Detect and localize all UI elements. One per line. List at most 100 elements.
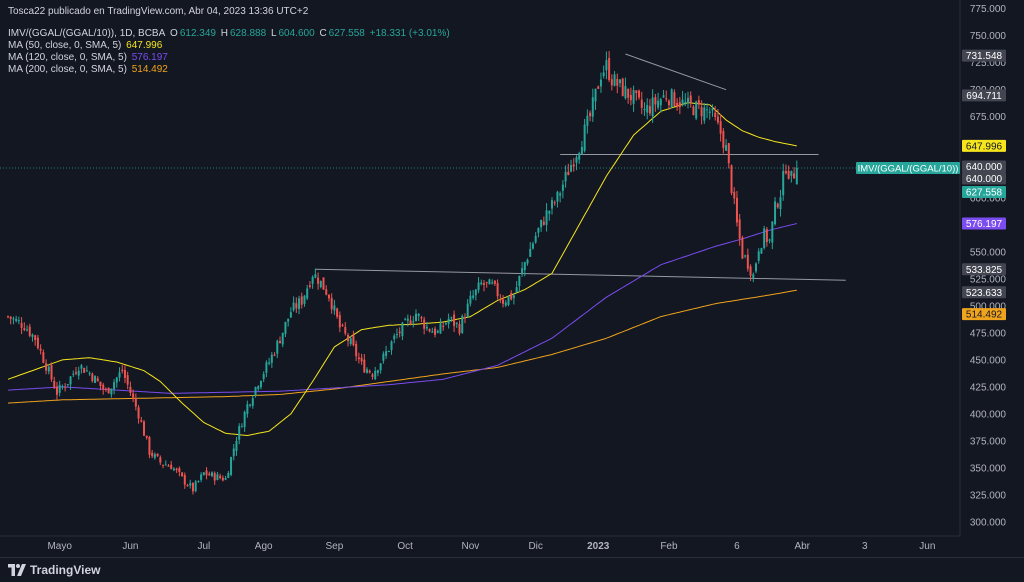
candle [716, 108, 719, 125]
candle [336, 307, 339, 319]
candle-body [564, 171, 567, 182]
candle [561, 180, 564, 199]
candle [172, 467, 175, 472]
candle-body [542, 221, 545, 225]
candle-body [55, 386, 58, 395]
candle [755, 262, 757, 274]
candle-body [140, 420, 143, 422]
candle-body [83, 367, 86, 373]
candle-body [251, 398, 254, 406]
price-label-text: 640.000 [966, 174, 1003, 185]
candle-body [580, 146, 583, 155]
candle-body [153, 454, 156, 458]
candle-body [254, 387, 257, 396]
candle [306, 285, 309, 301]
candle [9, 316, 12, 325]
high-value: 628.888 [230, 28, 267, 39]
candle-body [619, 79, 621, 84]
price-label-box [962, 172, 1006, 185]
candle-body [768, 239, 771, 241]
candle [300, 292, 303, 309]
candle [170, 460, 173, 470]
price-label-text: 694.711 [966, 91, 1002, 102]
candle-body [687, 97, 689, 104]
x-tick-label: 6 [734, 541, 740, 552]
price-chart[interactable]: 775.000750.000725.000700.000675.000650.0… [0, 0, 1024, 558]
candle [706, 103, 709, 119]
candle [205, 467, 208, 480]
y-tick-label: 725.000 [970, 58, 1007, 69]
candle [262, 371, 265, 383]
ma120-label: MA (120, close, 0, SMA, 5) [8, 52, 127, 63]
candle-body [551, 200, 553, 209]
candle [393, 333, 396, 344]
candle [420, 315, 423, 323]
candle-body [145, 435, 148, 438]
candle-body [123, 369, 126, 378]
ma200-label: MA (200, close, 0, SMA, 5) [8, 64, 127, 75]
candle [725, 139, 728, 151]
candle [330, 293, 333, 314]
candle-body [782, 171, 785, 196]
candle-body [466, 303, 469, 317]
candle [515, 281, 518, 293]
candle [61, 384, 64, 390]
candle [477, 277, 480, 294]
candle-body [314, 274, 317, 278]
candle [366, 367, 369, 374]
candle-body [706, 109, 709, 111]
x-tick-label: Oct [397, 541, 413, 552]
y-tick-label: 425.000 [970, 382, 1007, 393]
candle [322, 277, 325, 290]
candle [360, 353, 363, 365]
price-label-text: 627.558 [966, 187, 1003, 198]
candle-body [765, 229, 768, 242]
candle-body [589, 112, 592, 117]
candle [583, 118, 586, 153]
candle-body [697, 100, 700, 105]
candle [700, 100, 703, 125]
candle [526, 258, 529, 266]
candle-body [45, 363, 48, 371]
price-label-box [962, 217, 1006, 230]
candle-body [374, 370, 377, 380]
high-label: H [220, 28, 228, 39]
candle [357, 352, 360, 364]
candle [42, 349, 45, 364]
x-tick-label: Jul [197, 541, 210, 552]
candle [610, 74, 613, 91]
ma50-legend[interactable]: MA (50, close, 0, SMA, 5) 647.996 [8, 40, 164, 52]
candle-body [172, 468, 175, 471]
candle-body [502, 299, 505, 304]
candle-body [306, 288, 309, 299]
candle-body [137, 407, 140, 419]
candle [289, 307, 292, 318]
candle [472, 289, 475, 300]
candle [341, 323, 344, 327]
candle-body [537, 228, 540, 233]
candle-body [741, 237, 744, 259]
price-label-text: 647.996 [966, 141, 1003, 152]
candle [126, 371, 129, 390]
candle [436, 329, 439, 334]
candle-body [763, 228, 766, 249]
ma200-legend[interactable]: MA (200, close, 0, SMA, 5) 514.492 [8, 64, 170, 76]
ma50-label: MA (50, close, 0, SMA, 5) [8, 40, 122, 51]
candle [738, 213, 741, 246]
y-tick-label: 375.000 [970, 436, 1007, 447]
ma120-legend[interactable]: MA (120, close, 0, SMA, 5) 576.197 [8, 52, 170, 64]
candle-body [181, 472, 184, 477]
candle-body [406, 318, 409, 321]
candle-body [463, 317, 466, 319]
candle [776, 202, 779, 209]
symbol-line[interactable]: IMV/(GGAL/(GGAL/10)), 1D, BCBA O 612.349 … [8, 28, 452, 40]
candle-body [523, 262, 526, 271]
candle [727, 142, 730, 169]
candle [697, 95, 700, 109]
candle [45, 359, 48, 375]
candle-body [287, 318, 290, 322]
price-label-box [962, 185, 1006, 198]
candle-body [322, 277, 325, 290]
candle-body [34, 335, 37, 341]
